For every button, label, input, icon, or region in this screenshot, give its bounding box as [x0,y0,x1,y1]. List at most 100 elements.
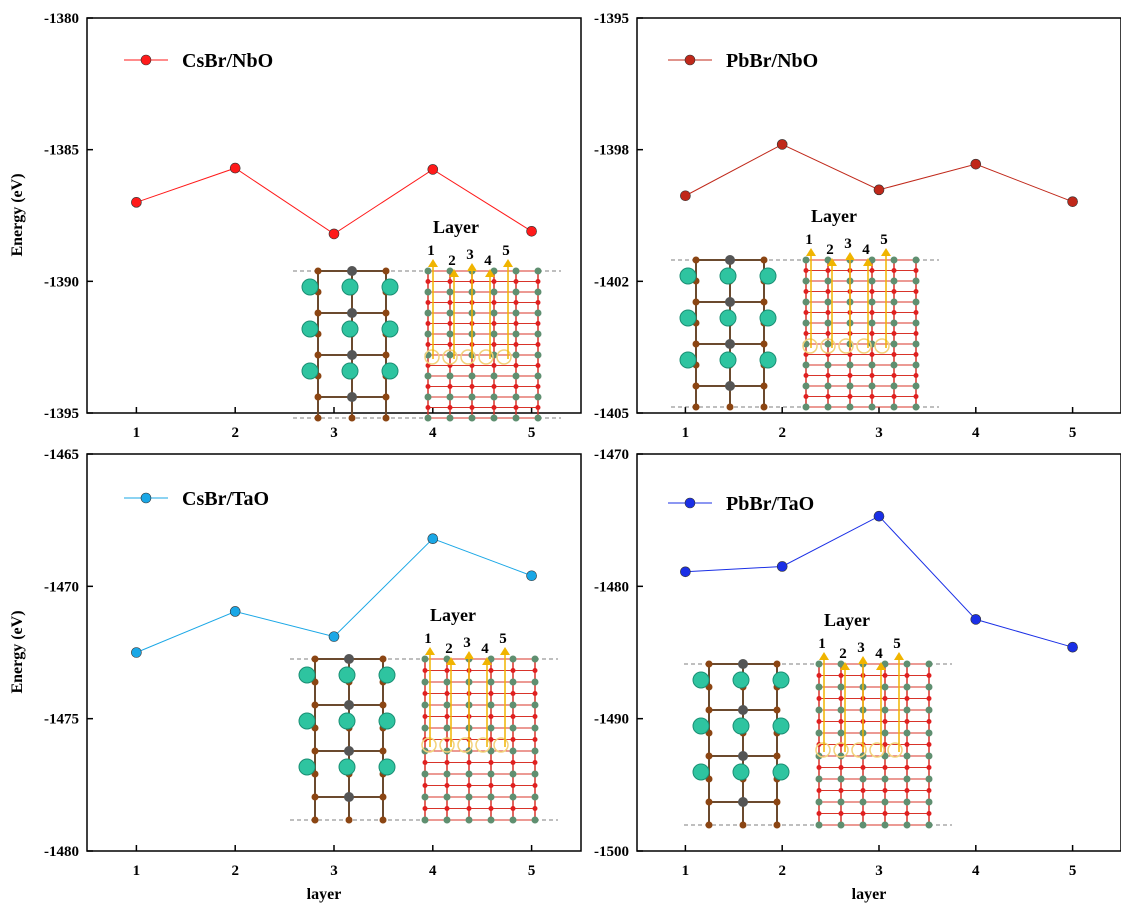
atom [446,309,454,317]
atom [534,414,542,422]
cation-atom [341,278,359,296]
atom [903,821,911,829]
atom [444,783,450,788]
atom [491,279,497,284]
y-tick-label: -1475 [44,712,79,728]
site-marker [820,338,836,354]
cation-atom [338,712,356,730]
atom [882,673,888,678]
atom [926,696,932,701]
atom [891,289,897,294]
x-tick-label: 2 [231,425,239,441]
atom [491,321,497,326]
atom [825,310,831,315]
data-point [131,197,142,208]
atom [824,340,832,348]
atom [859,775,867,783]
atom [422,760,428,765]
atom [760,340,768,348]
atom [469,363,475,368]
layer-arrow-head [425,647,435,655]
atom [534,267,542,275]
atom [803,394,809,399]
layer-arrow-head [858,656,868,664]
atom [738,659,748,669]
y-tick-label: -1480 [594,579,629,595]
atom [773,660,781,668]
data-point [970,614,982,625]
atom [773,706,781,714]
atom [487,770,495,778]
atom [860,765,866,770]
y-tick-label: -1470 [594,447,629,463]
y-tick-label: -1398 [594,143,629,159]
atom [532,691,538,696]
atom [443,701,451,709]
atom [491,363,497,368]
atom [725,297,735,307]
site-marker [887,742,903,758]
y-tick-label: -1465 [44,447,79,463]
cation-atom [772,717,790,735]
atom [510,806,516,811]
atom [869,289,875,294]
atom [802,319,810,327]
cation-atom [301,320,319,338]
site-marker [838,338,854,354]
atom [815,798,823,806]
atom [424,330,432,338]
atom [913,373,919,378]
site-marker [851,742,867,758]
atom [705,660,713,668]
atom [824,361,832,369]
atom [891,352,897,357]
atom [314,267,322,275]
atom [422,668,428,673]
atom [903,798,911,806]
atom [890,298,898,306]
cation-atom [298,666,316,684]
atom [382,393,390,401]
atom [869,331,875,336]
atom [534,351,542,359]
data-point [873,510,885,522]
atom [425,300,431,305]
atom [705,706,713,714]
atom [904,696,910,701]
atom [488,737,494,742]
atom [311,655,319,663]
atom [903,683,911,691]
atom [868,298,876,306]
atom [802,382,810,390]
atom [379,816,387,824]
atom [444,714,450,719]
atom [802,403,810,411]
atom [692,340,700,348]
atom [490,372,498,380]
atom [488,760,494,765]
atom [446,393,454,401]
data-point [229,606,241,617]
site-marker [478,349,494,365]
atom [382,267,390,275]
cation-atom [341,362,359,380]
atom [534,372,542,380]
atom [510,714,516,719]
atom [443,747,451,755]
x-tick-label: 1 [682,863,690,879]
layer-arrow-head [449,269,459,277]
layer-number: 4 [862,242,870,258]
atom [424,414,432,422]
layer-number: 2 [445,641,453,657]
atom [311,793,319,801]
atom [890,382,898,390]
atom [447,405,453,410]
cation-atom [301,362,319,380]
atom [513,279,519,284]
atom [468,372,476,380]
atom [531,701,539,709]
atom [531,770,539,778]
x-axis-label: layer [307,886,342,903]
atom [816,719,822,724]
atom [422,714,428,719]
